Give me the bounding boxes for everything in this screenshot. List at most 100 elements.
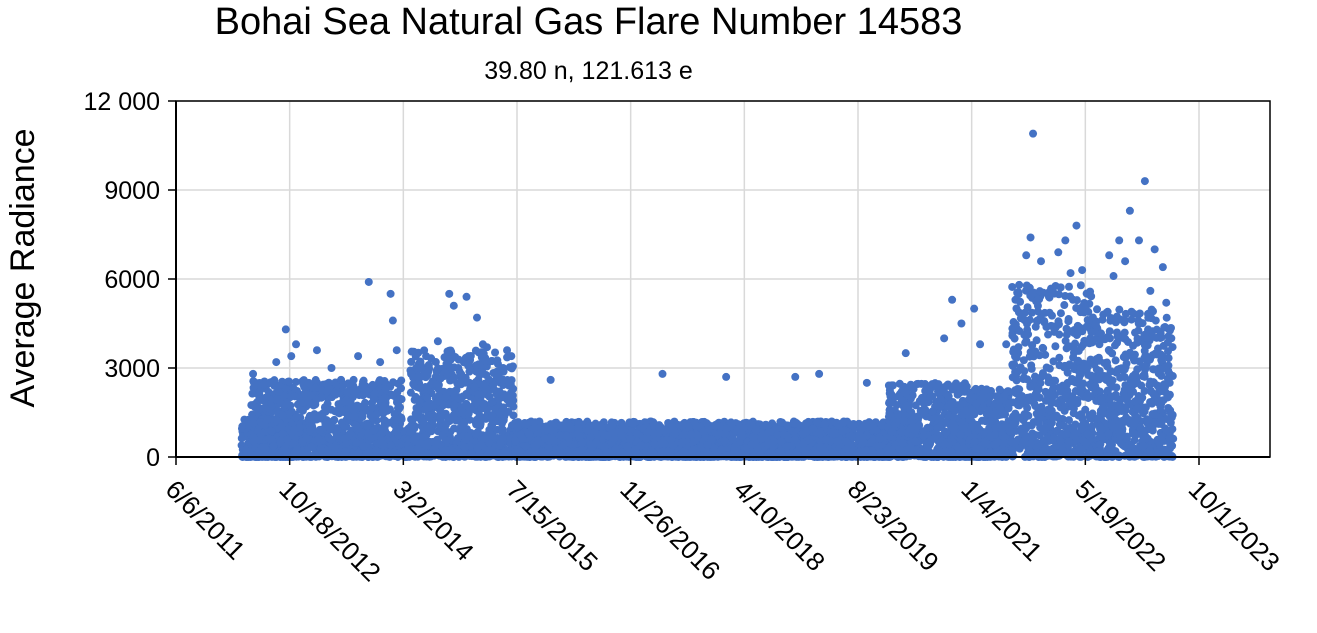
data-point [300,389,309,398]
data-point [379,402,388,411]
data-point [456,395,465,404]
data-point [612,444,621,453]
data-point [771,425,780,434]
data-point [533,451,542,460]
data-point [541,434,550,443]
data-point [730,445,739,454]
data-point [381,385,390,394]
data-point [421,382,430,391]
data-point [583,451,592,460]
data-point [274,387,283,396]
data-point [832,418,841,427]
data-point [574,418,583,427]
data-point [549,436,558,445]
data-point [464,432,473,441]
data-point [720,429,729,438]
data-point [500,448,509,457]
data-point [442,359,451,368]
data-point [344,411,353,420]
data-point [466,351,475,360]
data-points [237,129,1178,461]
data-point [290,425,299,434]
data-point [330,443,339,452]
data-point [290,392,299,401]
data-point [555,431,564,440]
data-point [441,393,450,402]
data-point [813,418,822,427]
data-point [317,445,326,454]
data-point [702,419,711,428]
data-point [727,418,736,427]
data-point [798,430,807,439]
data-point [362,449,371,458]
data-point [578,438,587,447]
data-point [858,424,867,433]
data-point [277,436,286,445]
data-point [488,420,497,429]
data-point [386,441,395,450]
data-point [506,394,515,403]
data-point [415,383,424,392]
data-point [649,449,658,458]
data-point [495,387,504,396]
data-point [462,389,471,398]
data-point [659,447,668,456]
data-point [306,425,315,434]
data-point [327,435,336,444]
data-point [600,442,609,451]
data-point [390,415,399,424]
data-point [460,443,469,452]
data-point [359,391,368,400]
data-point [472,367,481,376]
data-point [515,447,524,456]
data-point [284,377,293,386]
data-point [533,430,542,439]
data-point [255,388,264,397]
data-point [363,421,372,430]
data-point [687,430,696,439]
data-point [790,435,799,444]
data-point [458,408,467,417]
data-point [790,419,799,428]
data-point [707,435,716,444]
data-point [296,405,305,414]
data-point [369,426,378,435]
data-point [391,427,400,436]
data-point [575,432,584,441]
data-point [531,423,540,432]
data-point [314,434,323,443]
data-point [776,447,785,456]
data-point [440,425,449,434]
data-point [751,426,760,435]
data-point [557,449,566,458]
data-point [815,427,824,436]
data-point [303,451,312,460]
data-point [471,346,480,355]
data-point [710,444,719,453]
data-point [720,437,729,446]
data-point [275,381,284,390]
data-point [278,411,287,420]
data-point [474,390,483,399]
data-point [292,413,301,422]
data-point [276,398,285,407]
data-point [633,429,642,438]
data-point [335,403,344,412]
data-point [454,355,463,364]
data-point [286,401,295,410]
data-point [859,447,868,456]
data-point [414,372,423,381]
data-point [458,421,467,430]
data-point [688,447,697,456]
data-point [481,357,490,366]
data-point [779,430,788,439]
data-point [409,379,418,388]
data-point [304,414,313,423]
data-point [496,439,505,448]
data-point [424,403,433,412]
data-point [488,411,497,420]
data-point [739,424,748,433]
data-point [644,428,653,437]
data-point [793,451,802,460]
